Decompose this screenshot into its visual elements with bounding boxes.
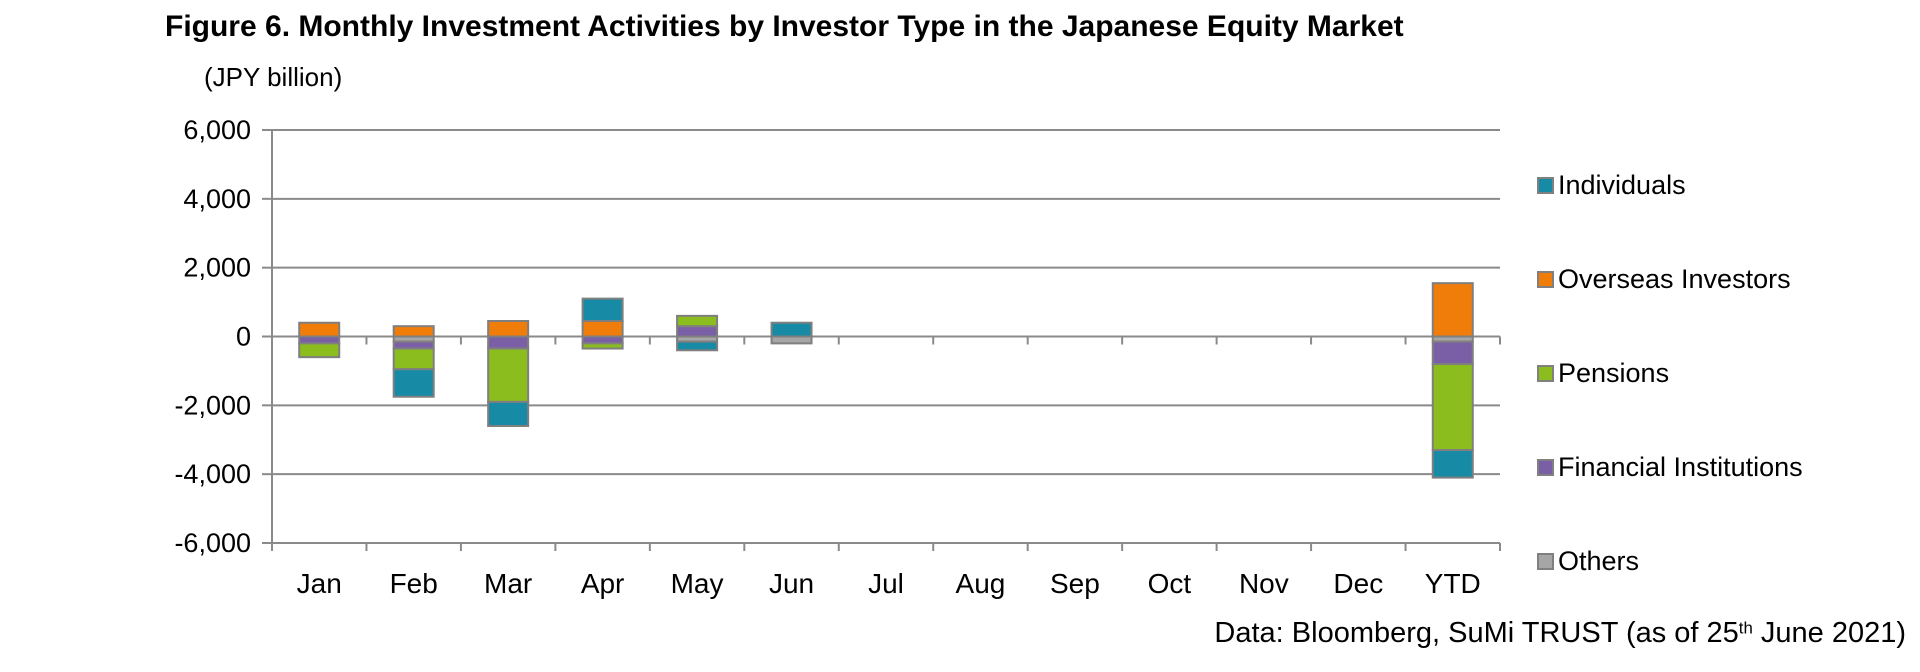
x-tick-label: Aug: [956, 568, 1006, 599]
financial-institutions-swatch-icon: [1537, 459, 1554, 476]
x-tick-label: May: [671, 568, 724, 599]
bar-segment: [770, 321, 813, 338]
y-tick-label: -4,000: [174, 459, 251, 489]
overseas-investors-swatch-icon: [1537, 271, 1554, 288]
pensions-swatch-icon: [1537, 365, 1554, 382]
bar-segment: [1431, 340, 1474, 366]
bar-segment: [487, 400, 530, 427]
bar-segment: [581, 342, 624, 350]
attribution-superscript: th: [1738, 618, 1753, 638]
x-tick-label: Oct: [1148, 568, 1192, 599]
others-swatch-icon: [1537, 553, 1554, 570]
bar-segment: [676, 314, 719, 328]
x-tick-label: YTD: [1425, 568, 1481, 599]
bar-segment: [298, 321, 341, 338]
x-tick-label: Nov: [1239, 568, 1289, 599]
y-tick-label: 2,000: [183, 253, 251, 283]
x-tick-label: Sep: [1050, 568, 1100, 599]
bar-segment: [298, 335, 341, 345]
bar-segment: [770, 335, 813, 345]
x-tick-label: Mar: [484, 568, 532, 599]
attribution-text-start: Data: Bloomberg, SuMi TRUST (as of 25: [1214, 617, 1739, 649]
legend-item-overseas-investors: Overseas Investors: [1537, 264, 1803, 295]
bar-segment: [392, 325, 435, 338]
bar-segment: [676, 325, 719, 338]
y-tick-label: -2,000: [174, 390, 251, 420]
attribution-text-end: June 2021): [1752, 617, 1906, 649]
legend-item-financial-institutions: Financial Institutions: [1537, 452, 1803, 483]
bar-segment: [581, 335, 624, 345]
y-tick-label: 6,000: [183, 115, 251, 145]
unit-label: (JPY billion): [204, 62, 343, 92]
x-tick-label: Jan: [297, 568, 342, 599]
y-tick-label: 0: [236, 322, 251, 352]
bar-segment: [676, 340, 719, 352]
individuals-swatch-icon: [1537, 177, 1554, 194]
bar-segment: [1431, 363, 1474, 452]
bar-segment: [1431, 282, 1474, 338]
x-tick-label: Jul: [868, 568, 904, 599]
x-tick-label: Apr: [581, 568, 625, 599]
bar-segment: [298, 342, 341, 359]
x-tick-label: Dec: [1333, 568, 1383, 599]
y-tick-label: -6,000: [174, 528, 251, 558]
bar-segment: [581, 297, 624, 323]
attribution: Data: Bloomberg, SuMi TRUST (as of 25th …: [1214, 617, 1906, 650]
legend-item-individuals: Individuals: [1537, 170, 1803, 201]
x-tick-label: Jun: [769, 568, 814, 599]
legend-label-overseas-investors: Overseas Investors: [1558, 264, 1791, 294]
bar-segment: [392, 347, 435, 371]
bar-segment: [487, 335, 530, 350]
page-title: Figure 6. Monthly Investment Activities …: [165, 10, 1404, 43]
legend-label-others: Others: [1558, 546, 1640, 576]
legend-label-pensions: Pensions: [1558, 358, 1670, 388]
legend-label-financial-institutions: Financial Institutions: [1558, 452, 1803, 482]
bar-segment: [581, 320, 624, 338]
bar-segment: [487, 347, 530, 403]
legend-label-individuals: Individuals: [1558, 170, 1686, 200]
legend-item-pensions: Pensions: [1537, 358, 1803, 389]
legend: Individuals Overseas Investors Pensions Fin…: [1537, 170, 1803, 577]
y-tick-label: 4,000: [183, 184, 251, 214]
bar-segment: [1431, 449, 1474, 479]
bar-segment: [487, 320, 530, 338]
bar-segment: [392, 368, 435, 398]
x-tick-label: Feb: [390, 568, 438, 599]
legend-item-others: Others: [1537, 546, 1803, 577]
bar-segment: [392, 340, 435, 350]
